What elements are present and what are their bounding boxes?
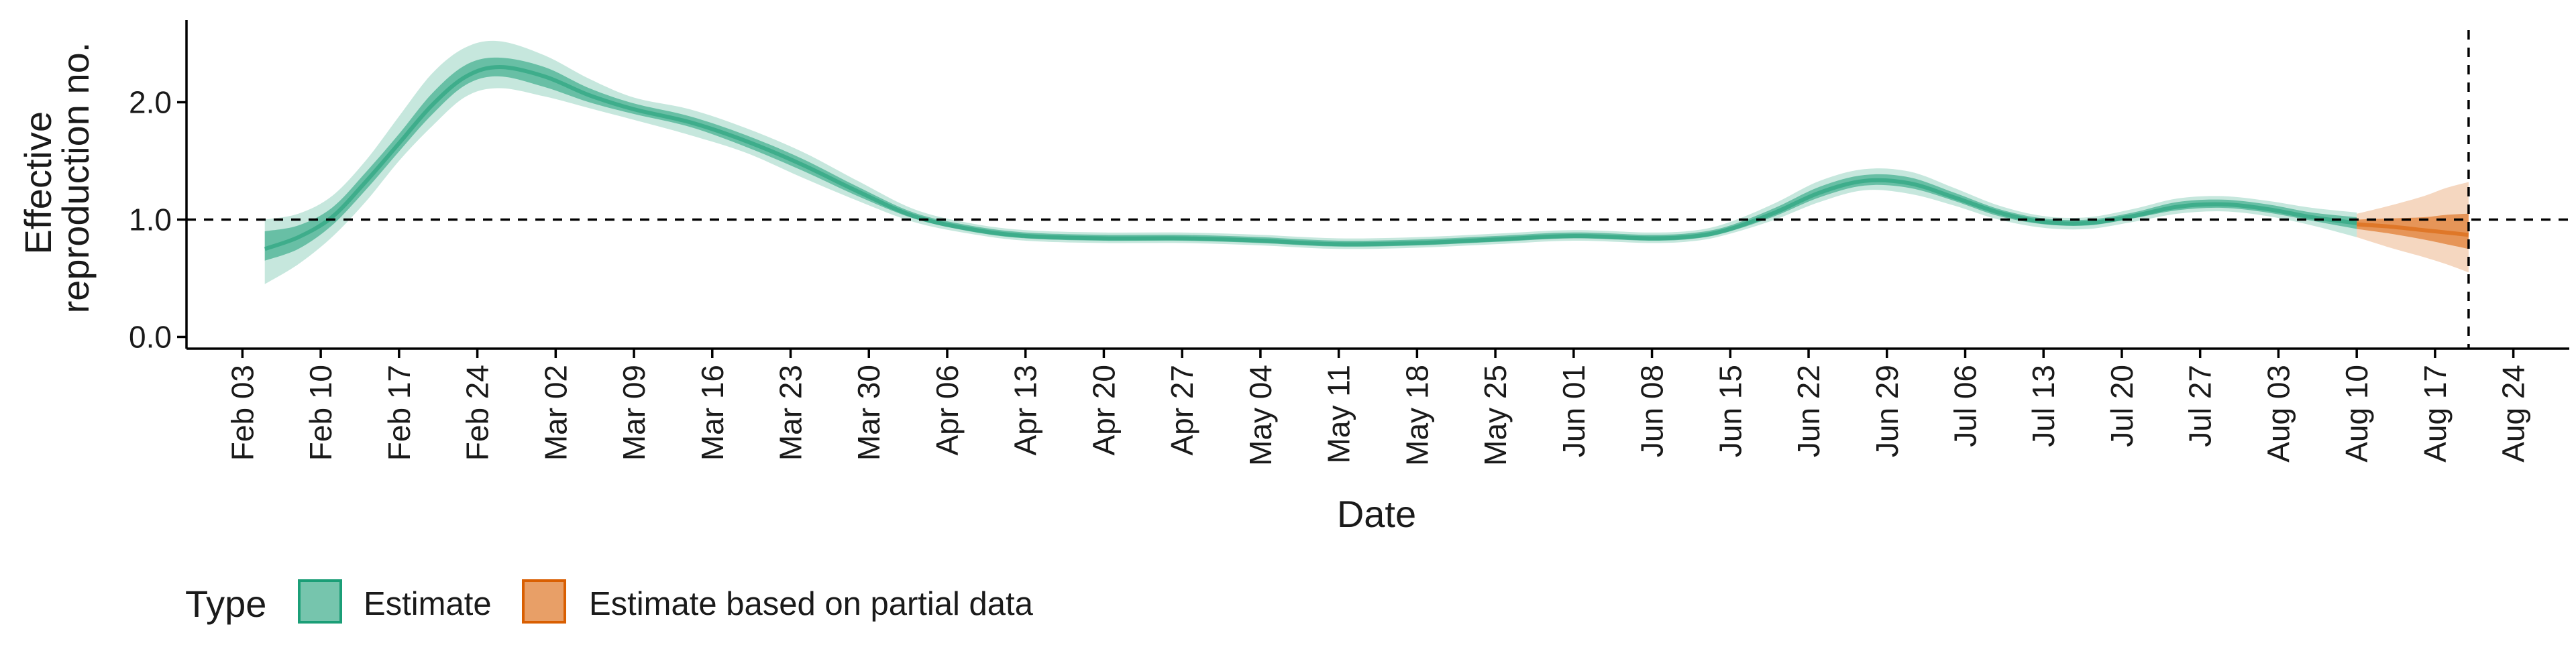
x-tick-label: Mar 02: [538, 365, 573, 461]
x-tick-label: Mar 30: [851, 365, 886, 461]
x-tick-label: Jun 29: [1870, 365, 1904, 457]
x-tick-label: Feb 10: [303, 365, 338, 461]
x-tick-label: Jul 27: [2183, 365, 2218, 447]
legend: Type Estimate Estimate based on partial …: [185, 579, 1034, 625]
x-tick-label: Jul 20: [2104, 365, 2139, 447]
x-tick-label: Feb 17: [382, 365, 417, 461]
x-tick-label: Jun 08: [1635, 365, 1670, 457]
legend-title: Type: [185, 583, 266, 625]
x-tick-label: Apr 27: [1165, 365, 1199, 456]
y-tick-label: 0.0: [129, 320, 172, 355]
legend-label-estimate: Estimate: [364, 586, 492, 622]
legend-label-partial: Estimate based on partial data: [589, 586, 1034, 622]
y-axis-title-line-1: Effective: [17, 111, 59, 255]
ribbon-outer-estimate: [264, 40, 2357, 284]
y-tick-label: 1.0: [129, 202, 172, 237]
x-tick-label: Apr 13: [1008, 365, 1043, 456]
legend-swatch-estimate: [298, 579, 342, 624]
x-tick-label: Jun 01: [1556, 365, 1591, 457]
y-axis-title-line-2: reproduction no.: [54, 42, 97, 314]
median-line-estimate: [264, 64, 2357, 251]
y-tick-label: 2.0: [129, 85, 172, 120]
x-tick-label: May 04: [1243, 365, 1278, 466]
x-tick-label: May 18: [1399, 365, 1434, 466]
y-axis-title: Effective reproduction no.: [17, 42, 97, 314]
reference-line-layer: [186, 30, 2569, 349]
x-tick-label: Feb 03: [225, 365, 260, 461]
median-line-partial: [2356, 222, 2469, 237]
median-line-layer: [264, 64, 2469, 251]
x-tick-label: Aug 24: [2496, 365, 2531, 463]
axes-layer: [185, 20, 2569, 350]
x-tick-label: Mar 09: [616, 365, 651, 461]
x-tick-label: Jul 13: [2026, 365, 2061, 447]
x-tick-label: Aug 17: [2418, 365, 2453, 463]
x-tick-label: May 25: [1478, 365, 1513, 466]
x-tick-label: Apr 20: [1086, 365, 1121, 456]
x-tick-label: Aug 03: [2261, 365, 2296, 463]
x-tick-label: Mar 16: [695, 365, 730, 461]
x-tick-label: Jun 22: [1791, 365, 1826, 457]
x-tick-label: Jul 06: [1947, 365, 1982, 447]
x-tick-label: Aug 10: [2339, 365, 2374, 463]
x-axis-title: Date: [1337, 493, 1416, 535]
x-tick-label: Feb 24: [460, 365, 495, 461]
x-tick-label: Mar 23: [773, 365, 808, 461]
legend-swatch-partial: [522, 579, 566, 624]
x-tick-label: Apr 06: [930, 365, 965, 456]
ribbon-inner-partial: [2357, 213, 2469, 249]
ribbon-inner-estimate: [264, 57, 2357, 261]
ribbon-layer: [264, 40, 2469, 284]
tick-layer: 0.0 1.0 2.0 Feb 03 Feb 10 Feb 17 Feb 24 Mar 02 M…: [129, 85, 2531, 466]
x-tick-label: Jun 15: [1713, 365, 1748, 457]
x-tick-label: May 11: [1322, 365, 1356, 463]
